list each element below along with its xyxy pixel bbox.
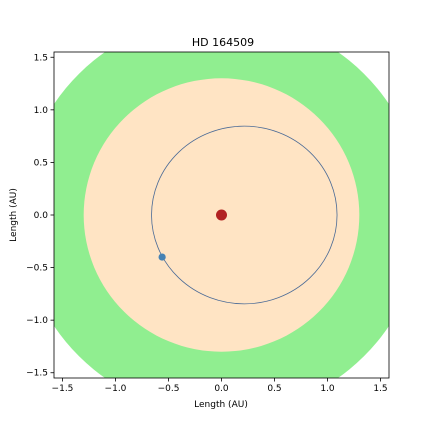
planet-orbit (151, 125, 338, 305)
y-tick-label: 0.5 (34, 158, 48, 168)
y-tick-label: −1.5 (26, 369, 48, 379)
x-tick-label: 1.0 (320, 384, 335, 394)
x-tick-label: −1.0 (105, 384, 127, 394)
plot-area (54, 52, 389, 378)
star-marker (216, 209, 227, 221)
y-tick-label: −0.5 (26, 264, 48, 274)
x-tick-label: 1.5 (373, 384, 387, 394)
x-tick-label: 0.0 (214, 384, 229, 394)
y-axis: −1.5 −1.0 −0.5 0.0 0.5 1.0 1.5 (26, 53, 54, 379)
y-tick-label: 1.0 (34, 106, 49, 116)
planet-marker (158, 253, 166, 261)
y-axis-label: Length (AU) (9, 188, 19, 242)
chart-title: HD 164509 (192, 36, 254, 49)
y-tick-label: 1.5 (34, 53, 48, 63)
x-axis-label: Length (AU) (194, 400, 248, 410)
x-tick-label: −1.5 (52, 384, 74, 394)
x-axis: −1.5 −1.0 −0.5 0.0 0.5 1.0 1.5 (52, 378, 388, 394)
x-tick-label: 0.5 (267, 384, 281, 394)
y-tick-label: −1.0 (26, 316, 48, 326)
y-tick-label: 0.0 (34, 211, 49, 221)
x-tick-label: −0.5 (158, 384, 180, 394)
